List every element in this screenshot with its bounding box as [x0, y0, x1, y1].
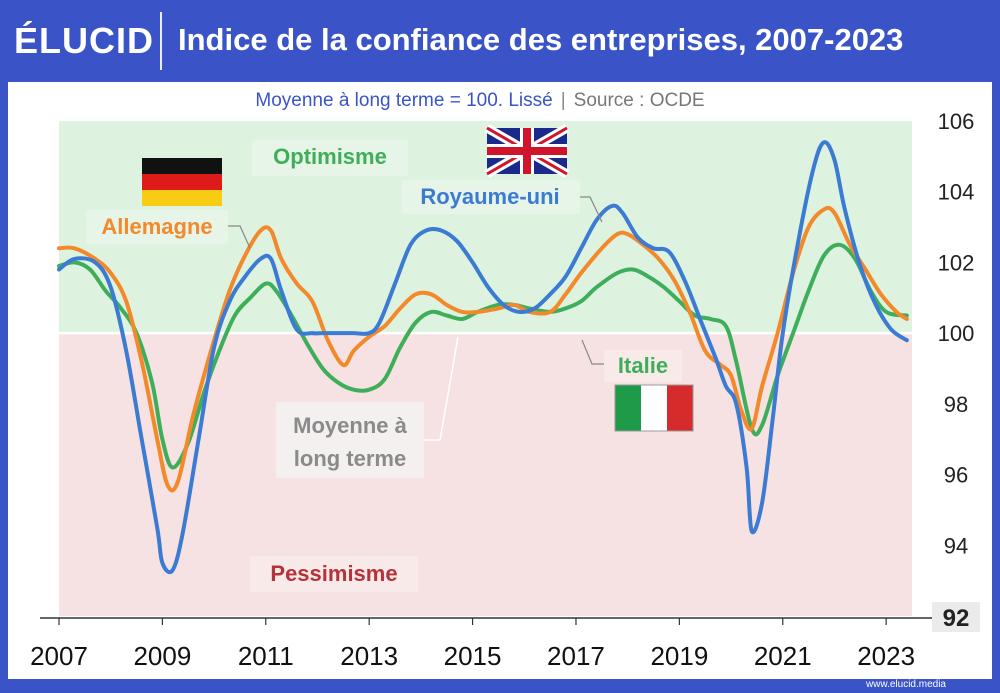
- header-divider: [160, 12, 162, 70]
- flag-stripe: [667, 385, 693, 431]
- flag-border: [614, 384, 694, 432]
- italy-flag-icon: [614, 384, 694, 432]
- chart-title: Indice de la confiance des entreprises, …: [178, 22, 904, 57]
- y-tick-label: 94: [944, 533, 968, 558]
- x-tick-label: 2011: [238, 641, 294, 671]
- flag-stripe: [142, 190, 222, 206]
- flag-cross-red: [487, 147, 567, 155]
- uk-flag-icon: [484, 124, 570, 178]
- germany-flag-icon: [142, 158, 222, 206]
- elucid-logo: ÉLUCID: [14, 20, 154, 61]
- long-term-label-line1: Moyenne à: [293, 413, 407, 438]
- y-tick-label: 106: [938, 109, 975, 134]
- uk-leader: [580, 196, 603, 223]
- long-term-label-bg: [276, 402, 424, 478]
- flag-stripe: [142, 174, 222, 190]
- y-tick-label: 100: [938, 321, 975, 346]
- y-tick-label: 92: [943, 605, 970, 632]
- flag-stripe: [142, 158, 222, 174]
- x-tick-label: 2017: [547, 641, 605, 671]
- uk-label-bg: [402, 180, 580, 214]
- italy-leader: [581, 339, 604, 365]
- x-tick-label: 2015: [444, 641, 502, 671]
- y-tick-label: 98: [944, 392, 968, 417]
- chart-subtitle: Moyenne à long terme = 100. Lissé | Source…: [0, 90, 960, 112]
- germany-label: Allemagne: [101, 214, 212, 239]
- italy-label: Italie: [618, 353, 668, 378]
- optimism-label-bg: [252, 140, 408, 176]
- x-tick-label: 2021: [754, 641, 812, 671]
- subtitle-text: Moyenne à long terme = 100. Lissé: [255, 90, 553, 111]
- x-tick-label: 2007: [30, 641, 88, 671]
- x-tick-label: 2009: [133, 641, 191, 671]
- footer-url: www.elucid.media: [865, 679, 946, 690]
- flag-stripe: [615, 385, 641, 431]
- y-min-label-bg: [932, 602, 980, 632]
- uk-label: Royaume-uni: [420, 184, 559, 209]
- y-tick-label: 96: [944, 463, 968, 488]
- long-term-leader: [424, 336, 459, 441]
- pessimism-label-bg: [250, 556, 418, 592]
- long-term-label-line2: long terme: [294, 446, 406, 471]
- header: ÉLUCID Indice de la confiance des entrep…: [0, 0, 1000, 82]
- subtitle-separator: |: [560, 90, 566, 111]
- italy-label-bg: [604, 350, 682, 382]
- x-tick-label: 2023: [857, 641, 915, 671]
- series-line-germany: [57, 205, 909, 493]
- optimism-label: Optimisme: [273, 144, 387, 169]
- x-tick-label: 2019: [650, 641, 708, 671]
- germany-leader: [228, 225, 251, 249]
- x-tick-label: 2013: [340, 641, 398, 671]
- pessimism-label: Pessimisme: [270, 561, 397, 586]
- y-tick-label: 104: [938, 180, 975, 205]
- series-line-uk: [57, 140, 909, 575]
- germany-label-bg: [86, 210, 228, 244]
- flag-stripe: [641, 385, 667, 431]
- y-tick-label: 102: [938, 250, 975, 275]
- pessimism-zone: [59, 333, 912, 616]
- source-text: Source : OCDE: [573, 90, 705, 111]
